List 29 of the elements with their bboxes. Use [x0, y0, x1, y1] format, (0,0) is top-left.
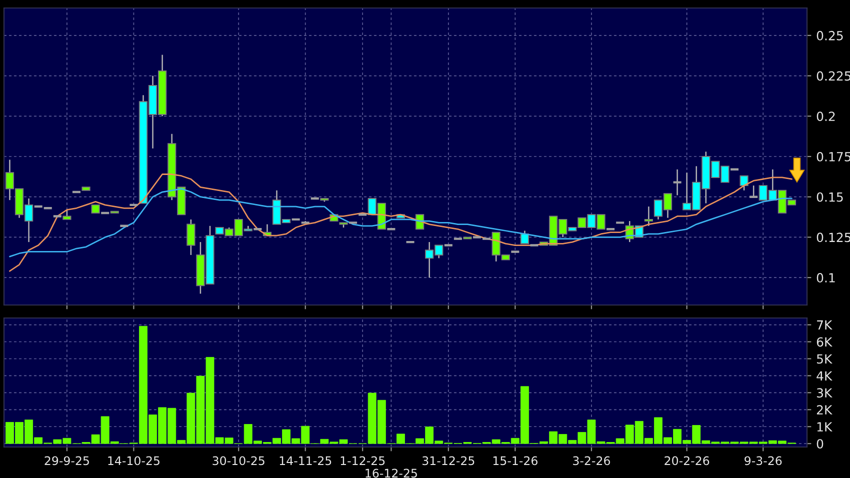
x-tick-label: 15-1-26	[493, 456, 538, 466]
y-tick-label: 5K	[816, 354, 832, 364]
y-tick-label: 0.1	[816, 273, 835, 282]
x-tick-label: 20-2-26	[664, 456, 710, 466]
x-tick-label: 30-10-25	[212, 456, 264, 466]
x-tick-label: 14-11-25	[280, 456, 332, 466]
y-tick-label: 3K	[816, 388, 832, 398]
x-tick-label: 14-10-25	[108, 456, 160, 466]
line-series	[9, 188, 792, 258]
y-tick-label: 2K	[816, 405, 832, 414]
y-tick-label: 7K	[817, 320, 832, 330]
y-tick-label: 4K	[816, 371, 832, 380]
y-tick-label: 0.2	[816, 112, 835, 122]
candlestick	[186, 218, 196, 256]
x-tick-label: 9-3-26	[744, 456, 782, 466]
x-tick-label: 3-2-26	[573, 456, 610, 466]
y-tick-label: 6K	[816, 337, 832, 347]
y-tick-label: 0.25	[816, 30, 843, 40]
x-tick-label: 1-12-25	[340, 456, 385, 466]
candlestick	[644, 206, 653, 227]
candlestick	[740, 175, 748, 192]
candlestick	[62, 209, 72, 220]
y-tick-label: 0	[816, 439, 824, 449]
y-tick-label: 0.15	[816, 192, 843, 202]
x-tick-label: 29-9-25	[44, 456, 89, 466]
y-tick-label: 1K	[817, 422, 832, 432]
x-tick-label: 16-12-25	[366, 468, 417, 478]
candlestick	[672, 168, 682, 196]
x-tick-label: 31-12-25	[422, 456, 474, 466]
